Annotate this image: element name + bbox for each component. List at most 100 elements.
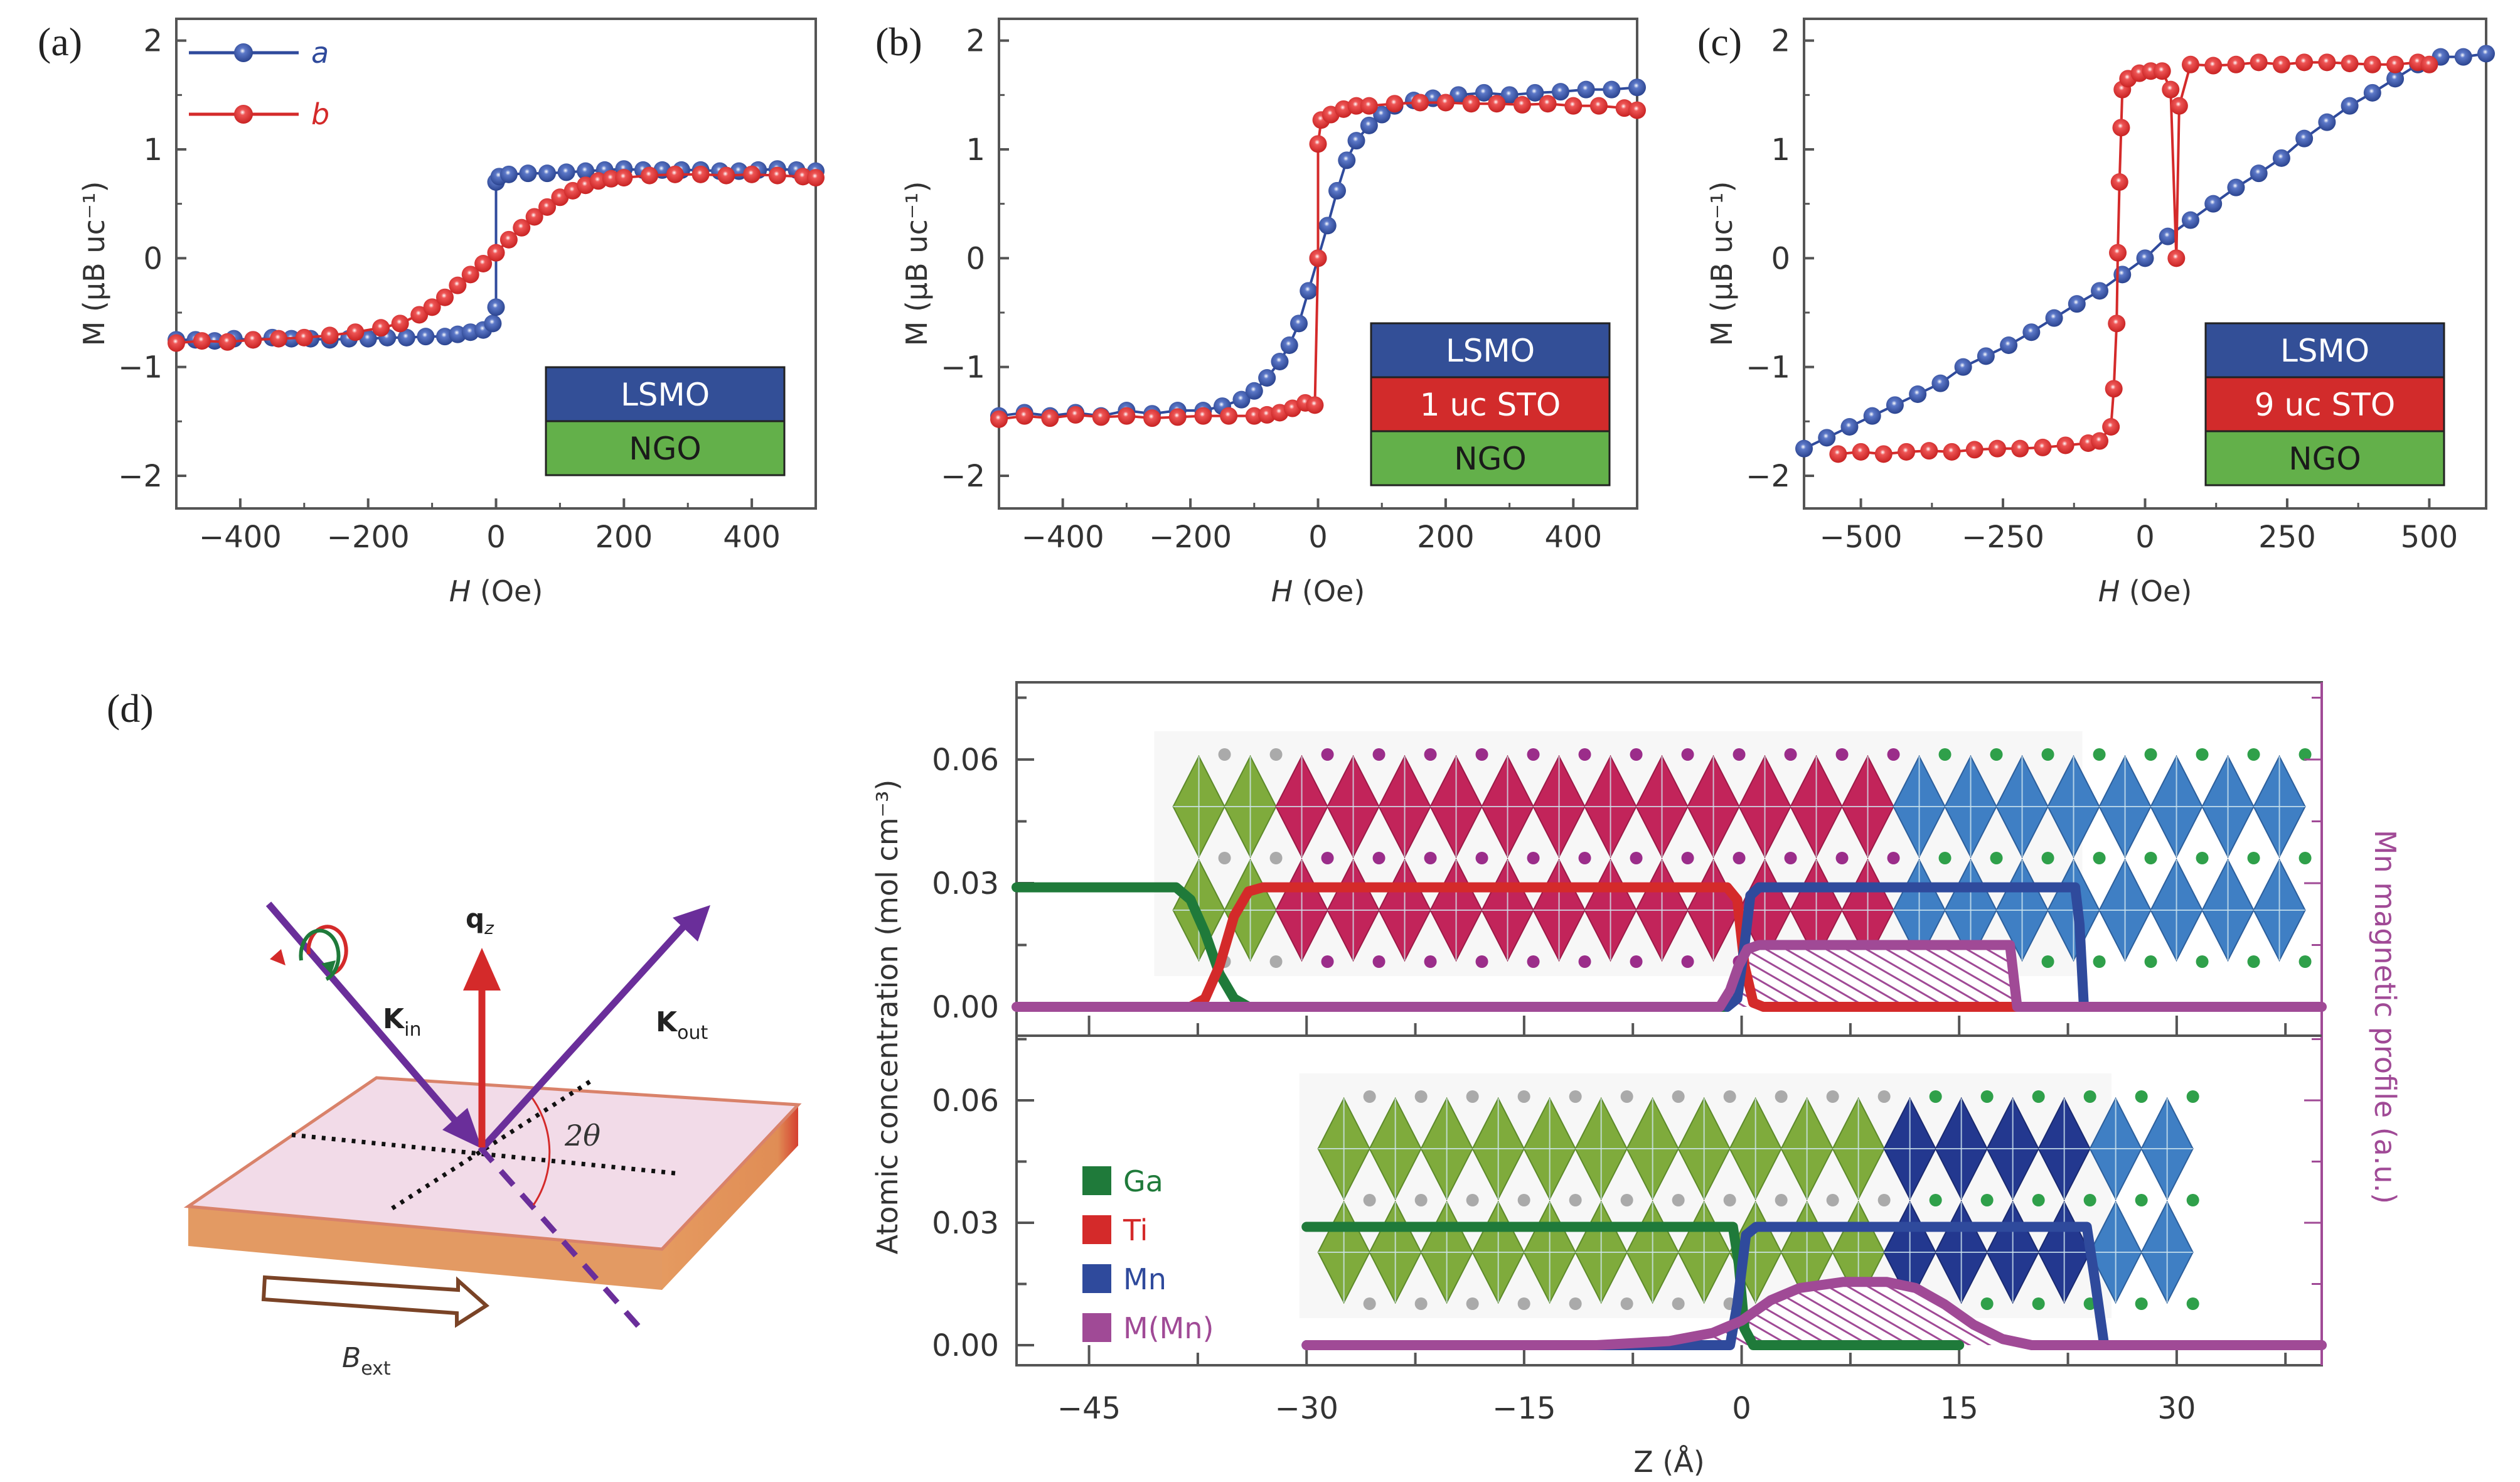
data-point-b [990,410,1008,428]
data-point-b [538,198,557,216]
data-point-a [2318,113,2336,131]
data-point-b [1513,95,1531,114]
layer-stack-block [1370,430,1611,486]
a-site-atom [2298,955,2312,968]
x-tick-label: 0 [1308,520,1328,555]
data-point-a [2454,48,2472,66]
layer-stack-block [2204,322,2445,379]
transmitted-beam-dashed [478,1146,649,1337]
y-tick-label: −1 [1746,350,1790,385]
a-site-atom [2041,748,2054,761]
a-site-atom [1269,852,1283,864]
a-site-atom [1569,1194,1582,1206]
a-site-atom [1527,955,1540,968]
hatched-area-M(Mn) [1017,945,2322,1007]
data-point-b [807,169,825,187]
a-site-atom [1990,748,2003,761]
data-point-b [1411,94,1429,112]
y-tick-label: 2 [1771,24,1790,59]
a-site-atom [2032,1297,2045,1310]
y-tick-label: 0.03 [932,866,999,901]
a-site-atom [1980,1194,1994,1206]
x-tick-label: 0 [486,520,506,555]
data-point-a [487,298,505,316]
a-site-atom [2247,748,2260,761]
series-line-b [998,101,1638,421]
data-point-b [193,332,211,350]
layer-stack-block [2204,430,2445,486]
data-point-a [417,328,435,346]
layer-stack-label: NGO [2288,441,2361,477]
data-point-b [691,165,710,183]
data-point-a [1551,83,1569,101]
data-point-b [1220,407,1238,425]
data-point-b [474,255,493,272]
a-site-atom [1466,1194,1479,1206]
data-point-b [2181,55,2199,73]
a-site-atom [1372,955,1385,968]
data-point-b [487,244,505,262]
y-tick-label: −2 [118,459,163,494]
legend-swatch-M(Mn) [1082,1313,1111,1342]
b-ext-arrow-icon [261,1275,489,1328]
legend-swatch-Ti [1082,1215,1111,1244]
x-tick-label: 400 [1544,520,1602,555]
data-point-a [557,163,575,181]
data-point-b [1306,396,1324,414]
x-tick-label: 200 [595,520,653,555]
layer-stack-label: NGO [1454,441,1527,477]
data-point-a [1840,418,1859,436]
data-point-a [1300,282,1318,300]
data-point-b [768,166,786,185]
data-point-a [538,164,557,183]
data-point-b [2295,53,2314,72]
data-point-a [1931,374,1950,392]
data-point-b [321,326,339,345]
data-point-b [346,323,365,341]
data-point-b [717,166,735,185]
a-site-atom [2298,748,2312,761]
x-tick-label: 400 [723,520,781,555]
a-site-atom [2298,852,2312,864]
data-point-b [525,208,543,226]
x-tick-label: 15 [1940,1391,1978,1426]
data-point-b [1143,409,1161,427]
data-point-a [2386,70,2405,88]
x-tick-label: −500 [1820,520,1903,555]
data-point-b [1360,97,1378,115]
data-point-b [435,288,454,306]
a-site-atom [1681,748,1694,761]
x-tick-label: 200 [1417,520,1475,555]
x-axis-title: H (Oe) [2098,574,2192,608]
panel-label-a: (a) [38,19,82,64]
x-tick-label: −250 [1962,520,2044,555]
data-point-b [2034,438,2052,456]
a-site-atom [1372,852,1385,864]
data-point-b [499,230,518,249]
sample-slab-side [662,1105,798,1290]
y-tick-label: 1 [1771,132,1790,168]
a-site-atom [2032,1090,2045,1103]
a-site-atom [1775,1090,1788,1103]
data-point-a [1373,105,1391,124]
data-point-a [2341,97,2359,115]
x-axis-title-unit: (Oe) [471,574,543,608]
panel-d-depth-profile: 0.00 0.03 0.06 0.00 0.03 0.06 −45 −30 −15 0 15 30 Z … [870,681,2402,1479]
a-site-atom [1775,1194,1788,1206]
data-point-a [1289,314,1308,333]
data-point-a [1475,83,1493,102]
a-site-atom [1672,1194,1685,1206]
qz-label: qz [466,903,494,938]
panel-label-c: (c) [1697,19,1742,64]
data-point-a [1338,151,1356,169]
data-point-a [2363,83,2381,102]
y-tick-label: 0.00 [932,990,999,1025]
x-axis-title-unit: (Oe) [2120,574,2192,608]
a-site-atom [1672,1090,1685,1103]
a-site-atom [1630,955,1643,968]
xray-scattering-diagram: 2θ qz Kin Kout Bext [183,901,802,1380]
data-point-a [1954,358,1972,376]
layer-stack-block [545,420,786,476]
y-tick-label: 1 [966,132,985,168]
